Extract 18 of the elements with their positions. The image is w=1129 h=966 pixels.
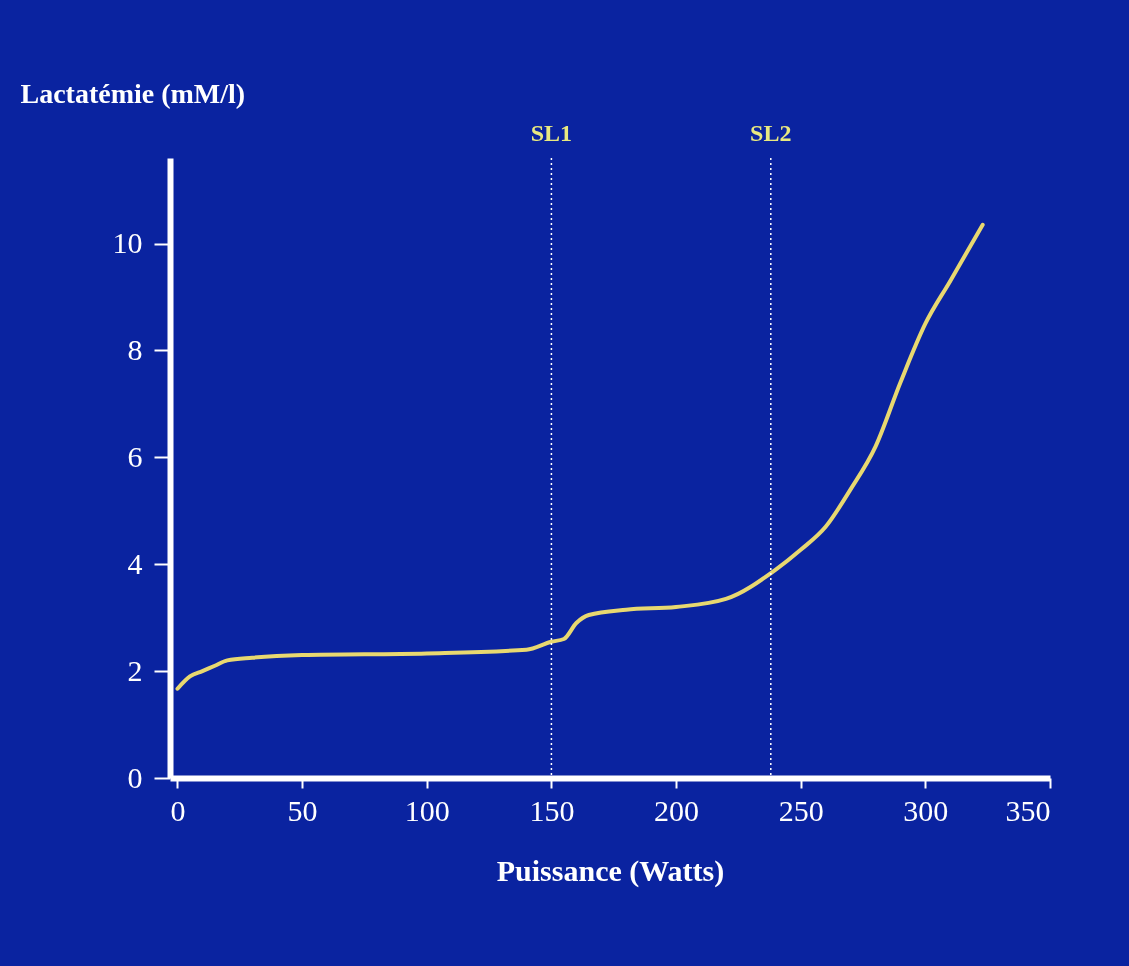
y-tick-label: 8: [127, 332, 143, 366]
ref-line-label: SL1: [530, 120, 573, 146]
ref-line-label: SL2: [750, 120, 792, 146]
x-tick-label: 50: [287, 793, 318, 827]
y-tick-label: 4: [127, 546, 143, 580]
y-tick-label: 0: [127, 760, 143, 794]
y-axis-title: Lactatémie (mM/l): [20, 77, 246, 109]
x-tick-label: 350: [1005, 793, 1051, 827]
x-tick-label: 100: [404, 793, 450, 827]
x-tick-label: 0: [170, 793, 186, 827]
x-tick-label: 250: [778, 793, 824, 827]
y-tick-label: 2: [127, 653, 143, 687]
x-tick-label: 150: [529, 793, 575, 827]
y-tick-label: 10: [112, 226, 143, 260]
x-axis-title: Puissance (Watts): [496, 853, 725, 888]
y-tick-label: 6: [127, 439, 143, 473]
x-tick-label: 200: [654, 793, 700, 827]
x-tick-label: 300: [903, 793, 949, 827]
